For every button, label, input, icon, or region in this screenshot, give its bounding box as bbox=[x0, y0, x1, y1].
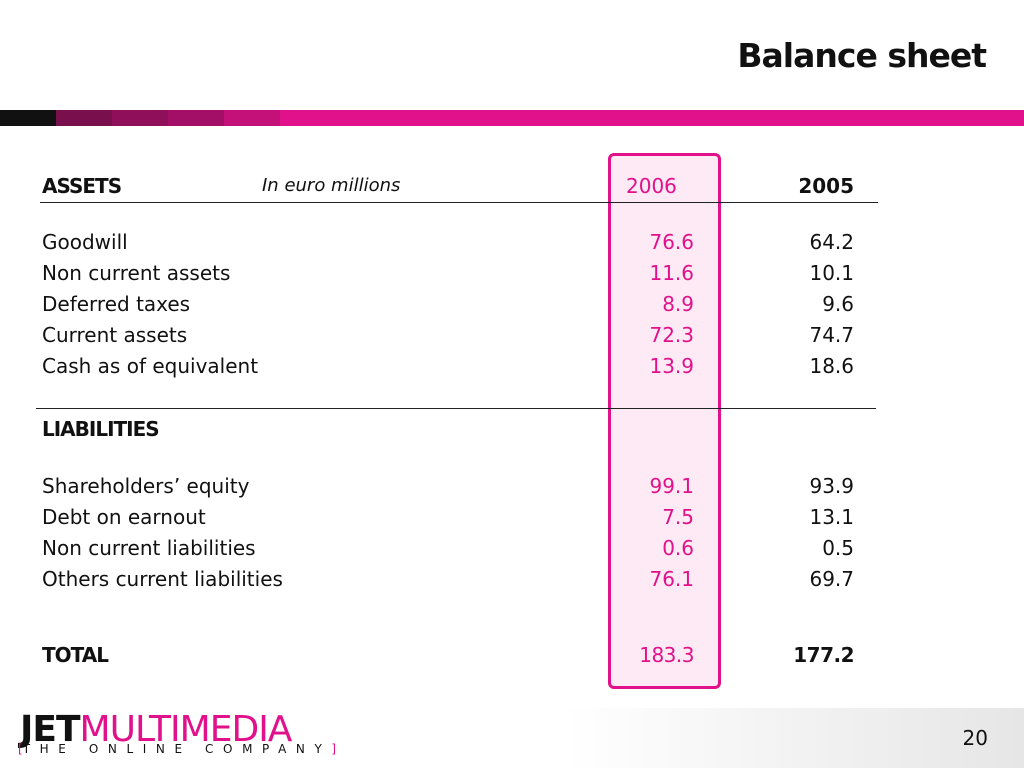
value-2005: 13.1 bbox=[809, 505, 854, 529]
column-2006-highlight bbox=[608, 153, 721, 689]
unit-note: In euro millions bbox=[262, 175, 401, 196]
value-2005: 18.6 bbox=[809, 354, 854, 378]
header-divider bbox=[40, 202, 878, 203]
stripe-segment bbox=[56, 110, 112, 126]
value-2006: 8.9 bbox=[662, 292, 694, 316]
stripe-segment bbox=[224, 110, 280, 126]
value-2005: 0.5 bbox=[822, 536, 854, 560]
value-2005: 74.7 bbox=[809, 323, 854, 347]
logo-jet: JET bbox=[20, 709, 81, 750]
company-logo: JETMULTIMEDIA bbox=[20, 709, 293, 750]
value-2006: 99.1 bbox=[649, 474, 694, 498]
footer-band bbox=[0, 708, 1024, 768]
slide-title: Balance sheet bbox=[737, 36, 987, 75]
row-label: Cash as of equivalent bbox=[42, 354, 259, 378]
value-2005: 10.1 bbox=[809, 261, 854, 285]
total-2006: 183.3 bbox=[639, 643, 694, 667]
row-label: Non current assets bbox=[42, 261, 231, 285]
header-stripe bbox=[0, 110, 1024, 126]
row-label: Others current liabilities bbox=[42, 567, 283, 591]
assets-header: ASSETS bbox=[42, 174, 122, 198]
value-2005: 93.9 bbox=[809, 474, 854, 498]
value-2006: 72.3 bbox=[649, 323, 694, 347]
total-2005: 177.2 bbox=[793, 643, 854, 667]
value-2006: 13.9 bbox=[649, 354, 694, 378]
row-label: Shareholders’ equity bbox=[42, 474, 250, 498]
logo-tagline: [THE ONLINE COMPANY] bbox=[18, 742, 336, 756]
stripe-segment bbox=[168, 110, 224, 126]
tagline-bracket-open: [ bbox=[18, 742, 23, 756]
value-2006: 76.6 bbox=[649, 230, 694, 254]
row-label: Deferred taxes bbox=[42, 292, 191, 316]
row-label: Debt on earnout bbox=[42, 505, 206, 529]
section-divider bbox=[36, 408, 876, 409]
value-2006: 7.5 bbox=[662, 505, 694, 529]
value-2006: 11.6 bbox=[649, 261, 694, 285]
row-label: Current assets bbox=[42, 323, 188, 347]
page-number: 20 bbox=[962, 726, 988, 750]
value-2006: 76.1 bbox=[649, 567, 694, 591]
row-label: Goodwill bbox=[42, 230, 128, 254]
column-header-2005: 2005 bbox=[798, 174, 854, 198]
stripe-segment bbox=[112, 110, 168, 126]
liabilities-header: LIABILITIES bbox=[42, 417, 160, 441]
column-header-2006: 2006 bbox=[626, 174, 677, 198]
tagline-bracket-close: ] bbox=[331, 742, 337, 756]
tagline-text: THE ONLINE COMPANY bbox=[22, 742, 332, 756]
logo-multimedia: MULTIMEDIA bbox=[79, 709, 293, 750]
value-2006: 0.6 bbox=[662, 536, 694, 560]
value-2005: 69.7 bbox=[809, 567, 854, 591]
value-2005: 9.6 bbox=[822, 292, 854, 316]
stripe-segment bbox=[280, 110, 1024, 126]
value-2005: 64.2 bbox=[809, 230, 854, 254]
row-label: Non current liabilities bbox=[42, 536, 256, 560]
total-label: TOTAL bbox=[42, 643, 109, 667]
stripe-segment bbox=[0, 110, 56, 126]
